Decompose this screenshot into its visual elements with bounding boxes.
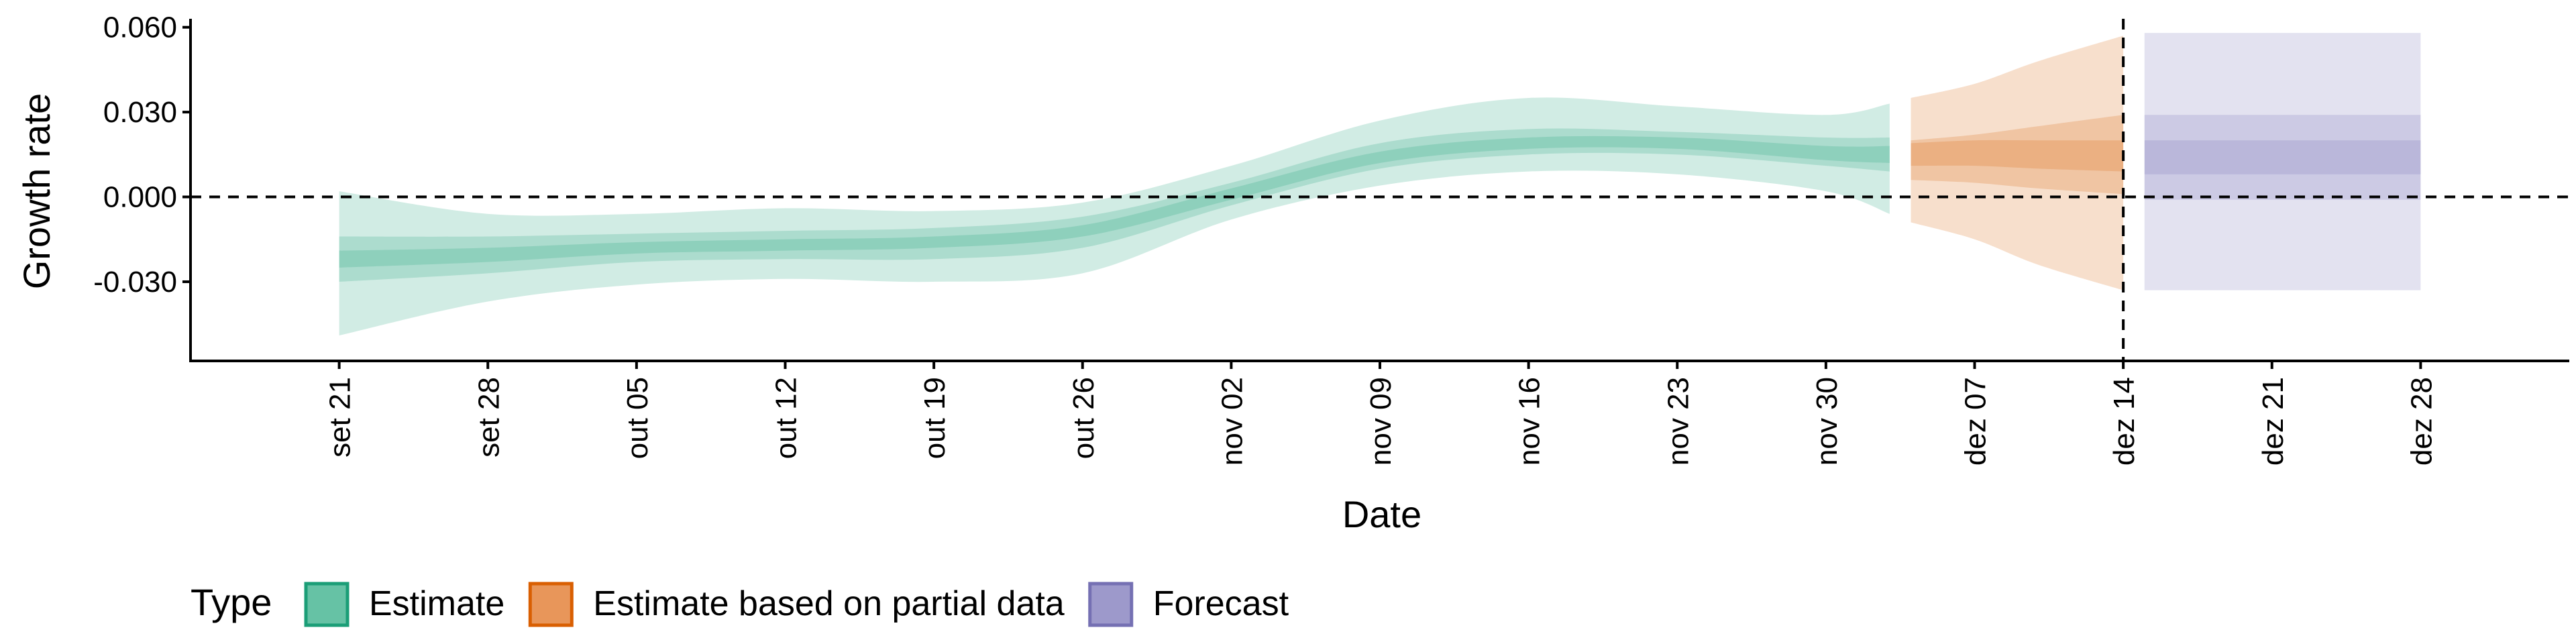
ribbon-90 [339,97,1890,336]
x-tick-label: dez 07 [1960,377,1992,466]
y-tick-label: 0.060 [103,11,177,44]
legend-label: Forecast [1153,584,1289,623]
legend-swatch [1088,582,1134,627]
x-tick-label: set 21 [324,377,357,458]
ribbon-50 [1911,115,2124,195]
ribbon-50 [2144,115,2421,200]
legend-label: Estimate [369,584,504,623]
y-tick-label: 0.000 [103,181,177,214]
legend-title: Type [191,581,272,623]
x-tick-label: nov 30 [1811,377,1843,466]
y-axis-ticks: -0.030 0.000 0.030 0.060 [93,11,191,299]
y-axis-title: Growth rate [15,93,58,290]
x-tick-label: out 19 [918,377,951,459]
legend-swatch [528,582,574,627]
x-tick-label: nov 09 [1364,377,1397,466]
y-tick-label: -0.030 [93,266,177,299]
ribbon-20 [2144,140,2421,174]
x-tick-label: nov 16 [1513,377,1546,466]
legend-item: Forecast [1088,582,1289,627]
x-tick-label: set 28 [472,377,505,458]
legend-swatch [304,582,350,627]
x-tick-label: nov 23 [1662,377,1695,466]
x-tick-label: nov 02 [1216,377,1248,466]
x-tick-label: out 12 [770,377,803,459]
x-axis-title: Date [1342,493,1421,535]
ribbon-50 [339,128,1890,282]
legend: Type Estimate Estimate based on partial d… [191,581,1289,627]
legend-label: Estimate based on partial data [593,584,1065,623]
legend-item: Estimate [304,582,504,627]
x-tick-label: dez 21 [2257,377,2290,466]
x-axis-ticks: set 21 set 28 out 05 out 12 out 19 out 26 nov … [324,361,2438,466]
legend-item: Estimate based on partial data [528,582,1065,627]
x-tick-label: dez 14 [2108,377,2141,466]
y-tick-label: 0.030 [103,96,177,129]
ribbon-20 [339,136,1890,268]
ribbon-90 [2144,33,2421,290]
x-tick-label: out 26 [1067,377,1100,459]
series-estimate [339,97,1890,336]
series-forecast [2144,33,2421,290]
x-tick-label: dez 28 [2405,377,2438,466]
series-estimate-based-on-partial-data [1911,36,2124,290]
x-tick-label: out 05 [621,377,654,459]
ribbon-90 [1911,36,2124,290]
ribbons-layer [339,33,2421,336]
legend-items: Estimate Estimate based on partial data Fo… [304,582,1289,627]
reference-lines [191,19,2569,361]
ribbon-20 [1911,140,2124,172]
